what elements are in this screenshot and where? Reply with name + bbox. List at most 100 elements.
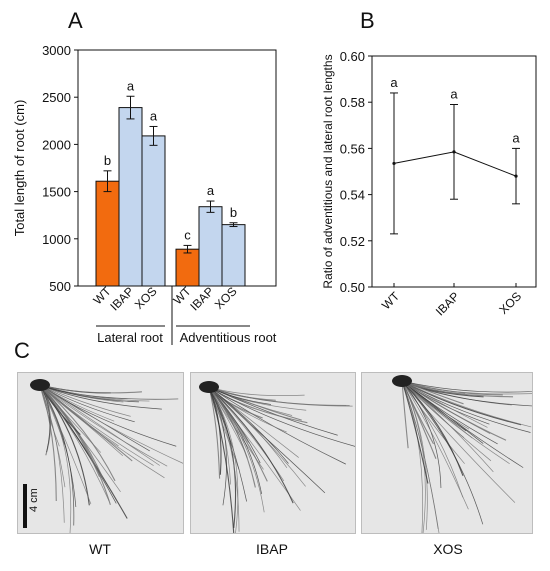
significance-letter: c [184, 227, 191, 242]
root-strand [401, 380, 465, 464]
panel-letter-a: A [68, 8, 83, 33]
root-crown [199, 381, 219, 393]
root-strand [401, 380, 532, 428]
root-photo-xos-image [392, 375, 532, 533]
root-strand [401, 380, 429, 484]
root-strand [208, 386, 353, 407]
root-strand [401, 380, 532, 393]
y-tick-label: 3000 [42, 43, 71, 58]
data-point [392, 161, 396, 166]
y-tick-label: 500 [49, 279, 71, 294]
y-axis-label: Total length of root (cm) [12, 100, 27, 237]
y-tick-label: 0.54 [340, 188, 365, 203]
root-strand [39, 384, 154, 466]
root-photo-xos [361, 372, 533, 534]
root-strand [39, 384, 139, 403]
root-strand [208, 386, 294, 504]
root-photo-wt-image [30, 379, 183, 533]
y-tick-label: 0.58 [340, 95, 365, 110]
significance-letter: a [450, 87, 458, 102]
bar [221, 224, 246, 287]
line-chart-root-ratio: 0.50 0.52 0.54 0.56 0.58 0.60 Ratio of adventi… [321, 49, 537, 318]
root-crown [30, 379, 50, 391]
root-strand [208, 386, 289, 464]
x-tick-label: IBAP [187, 284, 216, 313]
x-tick-label: WT [379, 289, 403, 313]
y-tick-label: 0.50 [340, 280, 365, 295]
bar [198, 206, 223, 287]
bar [175, 248, 200, 287]
x-tick-label: IBAP [107, 284, 136, 313]
x-tick-label: XOS [132, 284, 160, 312]
significance-letter: a [127, 78, 135, 93]
root-photo-ibap [190, 372, 356, 534]
root-strand [401, 380, 492, 462]
scale-bar [23, 484, 27, 528]
bar [118, 107, 143, 287]
y-tick-label: 2000 [42, 137, 71, 152]
bar [95, 180, 120, 287]
root-strand [208, 386, 239, 533]
root-strand [401, 380, 488, 428]
root-photo-ibap-image [199, 381, 355, 533]
root-strand [39, 384, 111, 505]
significance-letter: a [150, 108, 158, 123]
root-strand [401, 380, 522, 426]
x-tick-label: XOS [212, 284, 240, 312]
scale-bar-label: 4 cm [28, 488, 40, 512]
significance-letter: b [230, 205, 237, 220]
root-strand [401, 380, 532, 395]
root-strand [39, 384, 116, 482]
y-tick-label: 1000 [42, 232, 71, 247]
significance-letter: a [390, 75, 398, 90]
root-strand [208, 386, 268, 482]
photo-label-wt: WT [89, 541, 111, 557]
bar-chart-total-root-length: 500 1000 1500 2000 2500 3000 Total length of r… [12, 43, 277, 345]
root-crown [392, 375, 412, 387]
root-strand [39, 384, 135, 423]
y-tick-label: 2500 [42, 90, 71, 105]
root-photo-wt [17, 372, 184, 534]
y-axis-label: Ratio of adventitious and lateral root l… [321, 54, 335, 288]
root-strand [208, 386, 221, 479]
root-strand [208, 386, 237, 529]
series-line [393, 151, 517, 177]
root-strand [39, 384, 65, 523]
root-strand [401, 380, 516, 503]
root-strand [401, 380, 428, 530]
root-strand [39, 384, 110, 502]
root-strand [208, 386, 247, 502]
group-label: Adventitious root [180, 330, 277, 345]
group-label: Lateral root [97, 330, 163, 345]
root-strand [208, 386, 222, 475]
x-tick-label: XOS [496, 289, 524, 317]
y-tick-label: 0.52 [340, 234, 365, 249]
root-strand [401, 380, 507, 441]
data-point [514, 174, 518, 178]
root-strand [401, 380, 440, 533]
panel-letter-b: B [360, 8, 375, 33]
significance-letter: a [512, 130, 520, 145]
x-tick-label: IBAP [433, 289, 462, 318]
significance-letter: a [207, 183, 215, 198]
panel-letter-c: C [14, 338, 30, 363]
photo-label-xos: XOS [433, 541, 463, 557]
bar [141, 135, 166, 287]
root-strand [208, 386, 355, 447]
y-tick-label: 1500 [42, 185, 71, 200]
root-strand [39, 384, 183, 464]
root-strand [39, 384, 102, 453]
significance-letter: b [104, 153, 111, 168]
root-strand [401, 380, 469, 510]
data-point [452, 150, 456, 154]
root-strand [39, 384, 168, 467]
root-strand [208, 386, 235, 533]
photo-label-ibap: IBAP [256, 541, 288, 557]
root-strand [39, 384, 119, 447]
root-strand [39, 384, 131, 417]
y-tick-label: 0.56 [340, 141, 365, 156]
root-strand [39, 384, 72, 533]
root-strand [39, 384, 162, 410]
root-strand [401, 380, 498, 445]
